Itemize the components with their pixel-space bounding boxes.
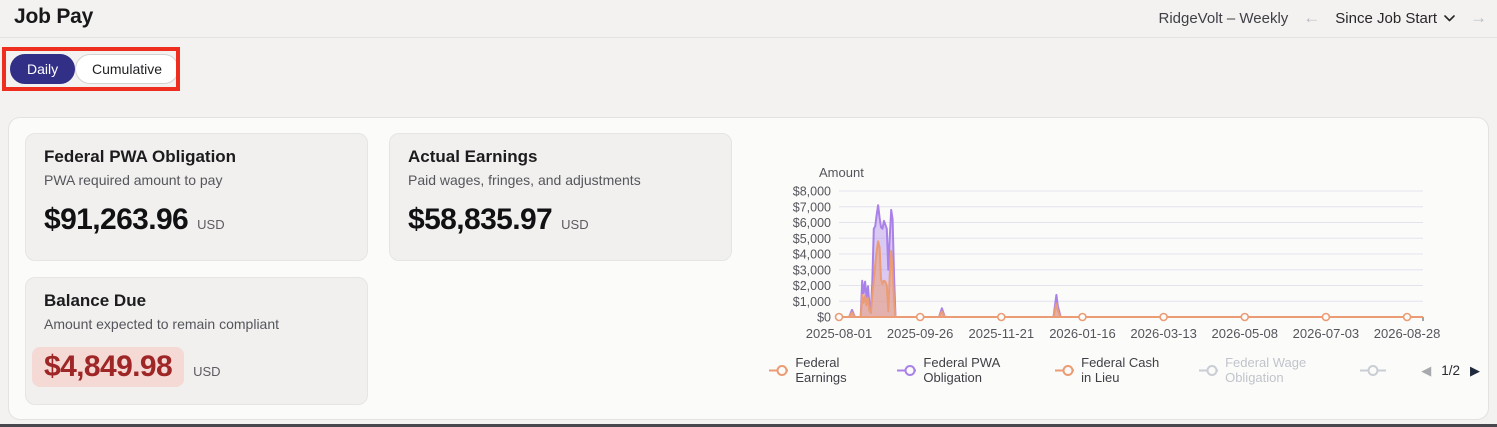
legend-label: Federal Cash in Lieu (1081, 355, 1160, 385)
x-tick-label: 2025-08-01 (806, 326, 873, 341)
legend-pager: ◀ 1/2 ▶ (1421, 363, 1480, 378)
header-divider (0, 37, 1497, 38)
toggle-daily-button[interactable]: Daily (10, 54, 76, 84)
x-tick-label: 2026-08-28 (1374, 326, 1441, 341)
header-controls: RidgeVolt – Weekly ← Since Job Start → (1158, 0, 1487, 36)
y-tick-label: $7,000 (793, 200, 831, 214)
legend-prev-page-icon[interactable]: ◀ (1421, 362, 1432, 378)
series-marker (1078, 312, 1087, 322)
legend-marker-icon (1198, 364, 1219, 376)
pay-chart: $0 $1,000 $2,000 $3,000$4,000 $5,000 $6,000 $7… (793, 165, 1441, 341)
series-marker (1240, 312, 1250, 322)
card-currency: USD (193, 364, 221, 379)
y-tick-label: $2,000 (793, 279, 831, 293)
card-actual-earnings: Actual Earnings Paid wages, fringes, and… (389, 133, 732, 261)
card-value: $91,263.96 (44, 203, 189, 236)
prev-period-arrow-icon[interactable]: ← (1303, 8, 1321, 27)
legend-item-federal-earnings[interactable]: Federal Earnings (769, 355, 869, 385)
series-line (839, 204, 1423, 318)
content-panel: Federal PWA Obligation PWA required amou… (8, 117, 1489, 420)
legend-item-federal-wage-obligation[interactable]: Federal Wage Obligation (1198, 355, 1333, 385)
legend-marker-icon (897, 364, 917, 376)
series-marker (834, 312, 844, 322)
x-tick-label: 2026-03-13 (1130, 326, 1197, 341)
legend-marker-icon (769, 364, 789, 376)
legend-item-federal-pwa-obligation[interactable]: Federal PWA Obligation (897, 355, 1027, 385)
card-federal-pwa-obligation: Federal PWA Obligation PWA required amou… (25, 133, 368, 261)
card-value-alert: $4,849.98 (32, 347, 185, 387)
page-title: Job Pay (14, 5, 94, 28)
card-balance-due: Balance Due Amount expected to remain co… (25, 277, 368, 405)
y-tick-label: $4,000 (793, 248, 831, 262)
card-title: Federal PWA Obligation (44, 147, 237, 166)
date-range-selector[interactable]: Since Job Start (1335, 10, 1455, 27)
x-tick-label: 2026-05-08 (1212, 326, 1279, 341)
bottom-edge-strip (0, 424, 1497, 427)
legend-marker-icon (1054, 364, 1075, 376)
series-marker (915, 312, 925, 322)
card-currency: USD (561, 217, 589, 232)
chart-legend-row: Federal Earnings Federal PWA Obligation Fe… (769, 355, 1480, 385)
y-tick-label: $3,000 (793, 263, 831, 277)
y-tick-label: $8,000 (793, 185, 831, 199)
next-period-arrow-icon[interactable]: → (1470, 8, 1487, 27)
legend-page-indicator: 1/2 (1441, 362, 1460, 378)
legend-label: Federal PWA Obligation (923, 355, 1000, 385)
card-value: $58,835.97 (408, 203, 553, 236)
card-subtitle: PWA required amount to pay (44, 172, 223, 188)
card-title: Actual Earnings (408, 147, 538, 166)
card-subtitle: Paid wages, fringes, and adjustments (408, 172, 641, 188)
y-tick-label: $1,000 (793, 295, 831, 309)
y-tick-label: $6,000 (793, 216, 831, 230)
series-marker (1402, 312, 1412, 322)
date-range-label: Since Job Start (1335, 9, 1437, 27)
x-tick-label: 2025-09-26 (887, 326, 954, 341)
series-line (839, 240, 1423, 318)
legend-label: Federal Wage Obligation (1225, 355, 1307, 385)
series-marker (1321, 312, 1331, 322)
toggle-cumulative-button[interactable]: Cumulative (75, 54, 180, 84)
chevron-down-icon (1444, 14, 1455, 21)
x-tick-label: 2026-07-03 (1293, 326, 1360, 341)
series-marker (1159, 312, 1168, 322)
y-tick-label: $0 (817, 311, 831, 325)
card-currency: USD (197, 217, 225, 232)
legend-next-page-icon[interactable]: ▶ (1470, 362, 1480, 378)
legend-marker-icon (1360, 364, 1387, 376)
x-tick-label: 2026-01-16 (1049, 326, 1116, 341)
series-area (839, 241, 1423, 317)
card-title: Balance Due (44, 291, 147, 310)
legend-item[interactable] (1360, 364, 1393, 376)
series-marker (997, 312, 1006, 322)
job-context-label: RidgeVolt – Weekly (1158, 9, 1289, 27)
legend-label: Federal Earnings (795, 355, 847, 385)
y-tick-label: $5,000 (793, 232, 831, 246)
chart-legend: Federal Earnings Federal PWA Obligation Fe… (769, 355, 1393, 385)
legend-item-federal-cash-in-lieu[interactable]: Federal Cash in Lieu (1054, 355, 1171, 385)
chart-axis-title: Amount (819, 165, 864, 180)
card-subtitle: Amount expected to remain compliant (44, 316, 280, 332)
series-area (839, 205, 1423, 317)
x-tick-label: 2025-11-21 (969, 326, 1035, 341)
